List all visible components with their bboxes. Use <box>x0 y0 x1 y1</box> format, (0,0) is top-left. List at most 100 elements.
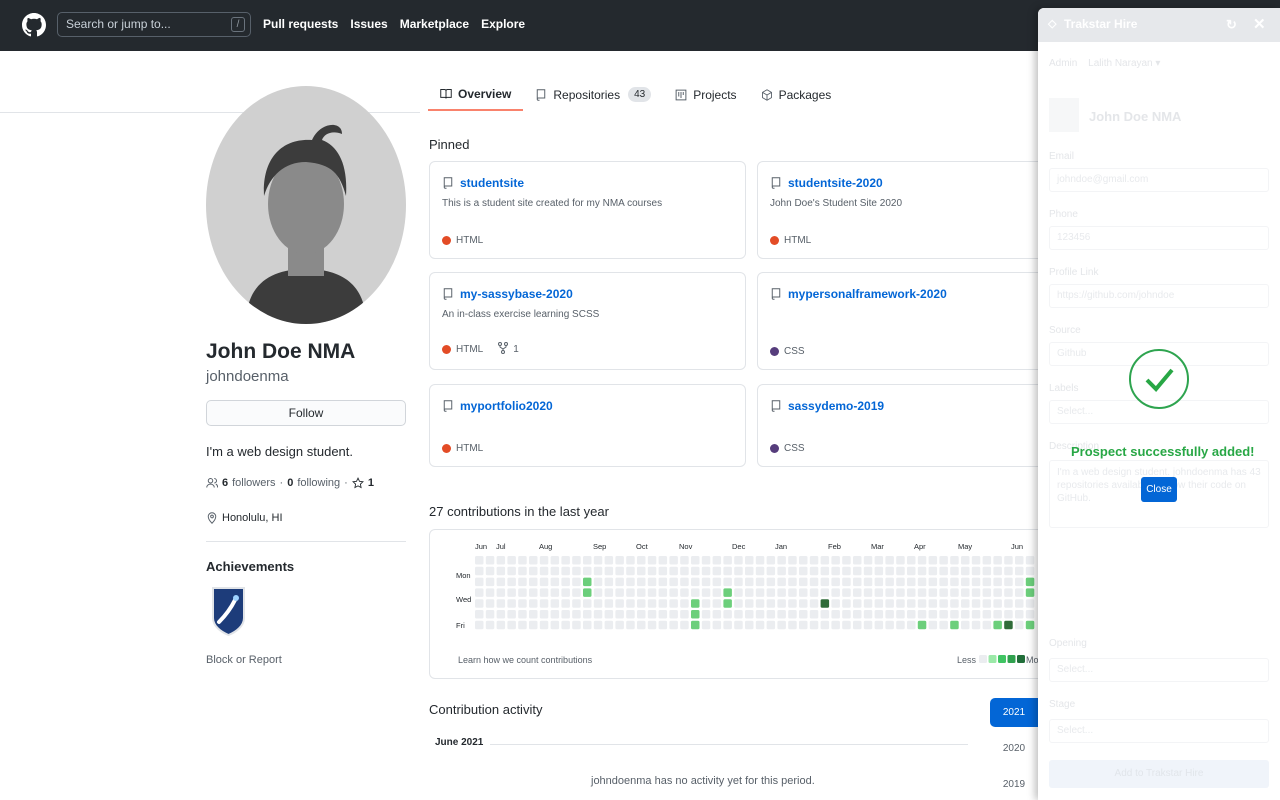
contribution-day-cell[interactable] <box>583 566 592 576</box>
contribution-day-cell[interactable] <box>507 588 516 597</box>
contribution-day-cell[interactable] <box>475 556 484 565</box>
contribution-day-cell[interactable] <box>723 556 732 565</box>
contribution-day-cell[interactable] <box>993 610 1002 619</box>
tab-projects[interactable]: Projects <box>663 78 748 111</box>
contribution-day-cell[interactable] <box>572 610 581 619</box>
contribution-day-cell[interactable] <box>928 577 938 587</box>
contribution-day-cell[interactable] <box>874 566 884 576</box>
contribution-day-cell[interactable] <box>691 599 700 608</box>
contribution-day-cell[interactable] <box>561 599 570 608</box>
tab-repositories[interactable]: Repositories 43 <box>523 78 663 111</box>
contribution-day-cell[interactable] <box>950 610 959 619</box>
contribution-day-cell[interactable] <box>647 599 657 608</box>
contribution-day-cell[interactable] <box>799 588 808 597</box>
contribution-day-cell[interactable] <box>529 588 538 597</box>
contribution-day-cell[interactable] <box>701 599 711 608</box>
contribution-day-cell[interactable] <box>993 566 1002 576</box>
contribution-day-cell[interactable] <box>1015 610 1024 619</box>
contribution-day-cell[interactable] <box>604 599 614 608</box>
contribution-day-cell[interactable] <box>604 610 614 619</box>
contribution-day-cell[interactable] <box>809 577 819 587</box>
contribution-day-cell[interactable] <box>496 588 506 597</box>
contribution-day-cell[interactable] <box>583 620 592 630</box>
contribution-day-cell[interactable] <box>637 588 646 597</box>
contribution-day-cell[interactable] <box>745 556 754 565</box>
contribution-day-cell[interactable] <box>691 620 700 630</box>
contribution-day-cell[interactable] <box>615 577 624 587</box>
contribution-day-cell[interactable] <box>1004 620 1013 630</box>
contribution-day-cell[interactable] <box>755 620 765 630</box>
contribution-day-cell[interactable] <box>669 588 678 597</box>
contribution-day-cell[interactable] <box>496 610 506 619</box>
contribution-day-cell[interactable] <box>863 610 873 619</box>
contribution-day-cell[interactable] <box>820 620 830 630</box>
contribution-day-cell[interactable] <box>572 588 581 597</box>
contribution-day-cell[interactable] <box>691 610 700 619</box>
contribution-day-cell[interactable] <box>809 620 819 630</box>
contribution-day-cell[interactable] <box>874 577 884 587</box>
contribution-day-cell[interactable] <box>993 620 1002 630</box>
contribution-day-cell[interactable] <box>561 610 570 619</box>
contribution-day-cell[interactable] <box>550 588 560 597</box>
contribution-day-cell[interactable] <box>820 566 830 576</box>
contribution-day-cell[interactable] <box>777 599 786 608</box>
contribution-day-cell[interactable] <box>907 566 916 576</box>
contribution-day-cell[interactable] <box>561 588 570 597</box>
contribution-day-cell[interactable] <box>701 577 711 587</box>
contribution-day-cell[interactable] <box>615 588 624 597</box>
contribution-day-cell[interactable] <box>745 610 754 619</box>
contribution-day-cell[interactable] <box>712 599 722 608</box>
contribution-day-cell[interactable] <box>529 577 538 587</box>
contribution-day-cell[interactable] <box>615 556 624 565</box>
contribution-day-cell[interactable] <box>917 599 927 608</box>
following-count[interactable]: 0 <box>287 477 294 489</box>
contribution-day-cell[interactable] <box>820 599 830 608</box>
contribution-day-cell[interactable] <box>669 577 678 587</box>
contribution-day-cell[interactable] <box>550 599 560 608</box>
contribution-day-cell[interactable] <box>637 566 646 576</box>
contribution-day-cell[interactable] <box>917 620 927 630</box>
contribution-day-cell[interactable] <box>723 588 732 597</box>
contribution-day-cell[interactable] <box>507 566 516 576</box>
contribution-day-cell[interactable] <box>669 556 678 565</box>
contribution-day-cell[interactable] <box>701 588 711 597</box>
contribution-day-cell[interactable] <box>766 599 776 608</box>
avatar[interactable] <box>206 86 406 324</box>
contribution-day-cell[interactable] <box>485 599 495 608</box>
contribution-day-cell[interactable] <box>647 556 657 565</box>
repo-name-link[interactable]: studentsite <box>460 176 525 190</box>
contribution-day-cell[interactable] <box>1015 620 1024 630</box>
contribution-day-cell[interactable] <box>885 588 894 597</box>
contribution-day-cell[interactable] <box>701 620 711 630</box>
email-field[interactable]: johndoe@gmail.com <box>1049 168 1269 192</box>
contribution-day-cell[interactable] <box>950 577 959 587</box>
contribution-day-cell[interactable] <box>691 556 700 565</box>
contribution-day-cell[interactable] <box>939 588 948 597</box>
contribution-day-cell[interactable] <box>950 588 959 597</box>
close-button[interactable]: Close <box>1141 477 1177 502</box>
contribution-day-cell[interactable] <box>572 599 581 608</box>
contribution-day-cell[interactable] <box>1015 566 1024 576</box>
contribution-day-cell[interactable] <box>809 599 819 608</box>
contribution-day-cell[interactable] <box>950 566 959 576</box>
contribution-day-cell[interactable] <box>982 610 992 619</box>
nav-issues[interactable]: Issues <box>350 17 388 31</box>
contribution-day-cell[interactable] <box>637 599 646 608</box>
contribution-day-cell[interactable] <box>1025 599 1035 608</box>
admin-name[interactable]: Lalith Narayan <box>1088 58 1153 69</box>
opening-select[interactable]: Select... <box>1049 658 1269 682</box>
contribution-day-cell[interactable] <box>561 620 570 630</box>
contribution-day-cell[interactable] <box>734 620 743 630</box>
contribution-day-cell[interactable] <box>1025 577 1035 587</box>
contribution-day-cell[interactable] <box>593 620 603 630</box>
contribution-day-cell[interactable] <box>799 610 808 619</box>
contribution-day-cell[interactable] <box>939 610 948 619</box>
contribution-day-cell[interactable] <box>745 566 754 576</box>
contribution-day-cell[interactable] <box>853 599 862 608</box>
contribution-day-cell[interactable] <box>712 556 722 565</box>
contribution-day-cell[interactable] <box>518 599 527 608</box>
contribution-day-cell[interactable] <box>755 599 765 608</box>
contribution-day-cell[interactable] <box>928 610 938 619</box>
contribution-day-cell[interactable] <box>993 588 1002 597</box>
contribution-day-cell[interactable] <box>615 620 624 630</box>
